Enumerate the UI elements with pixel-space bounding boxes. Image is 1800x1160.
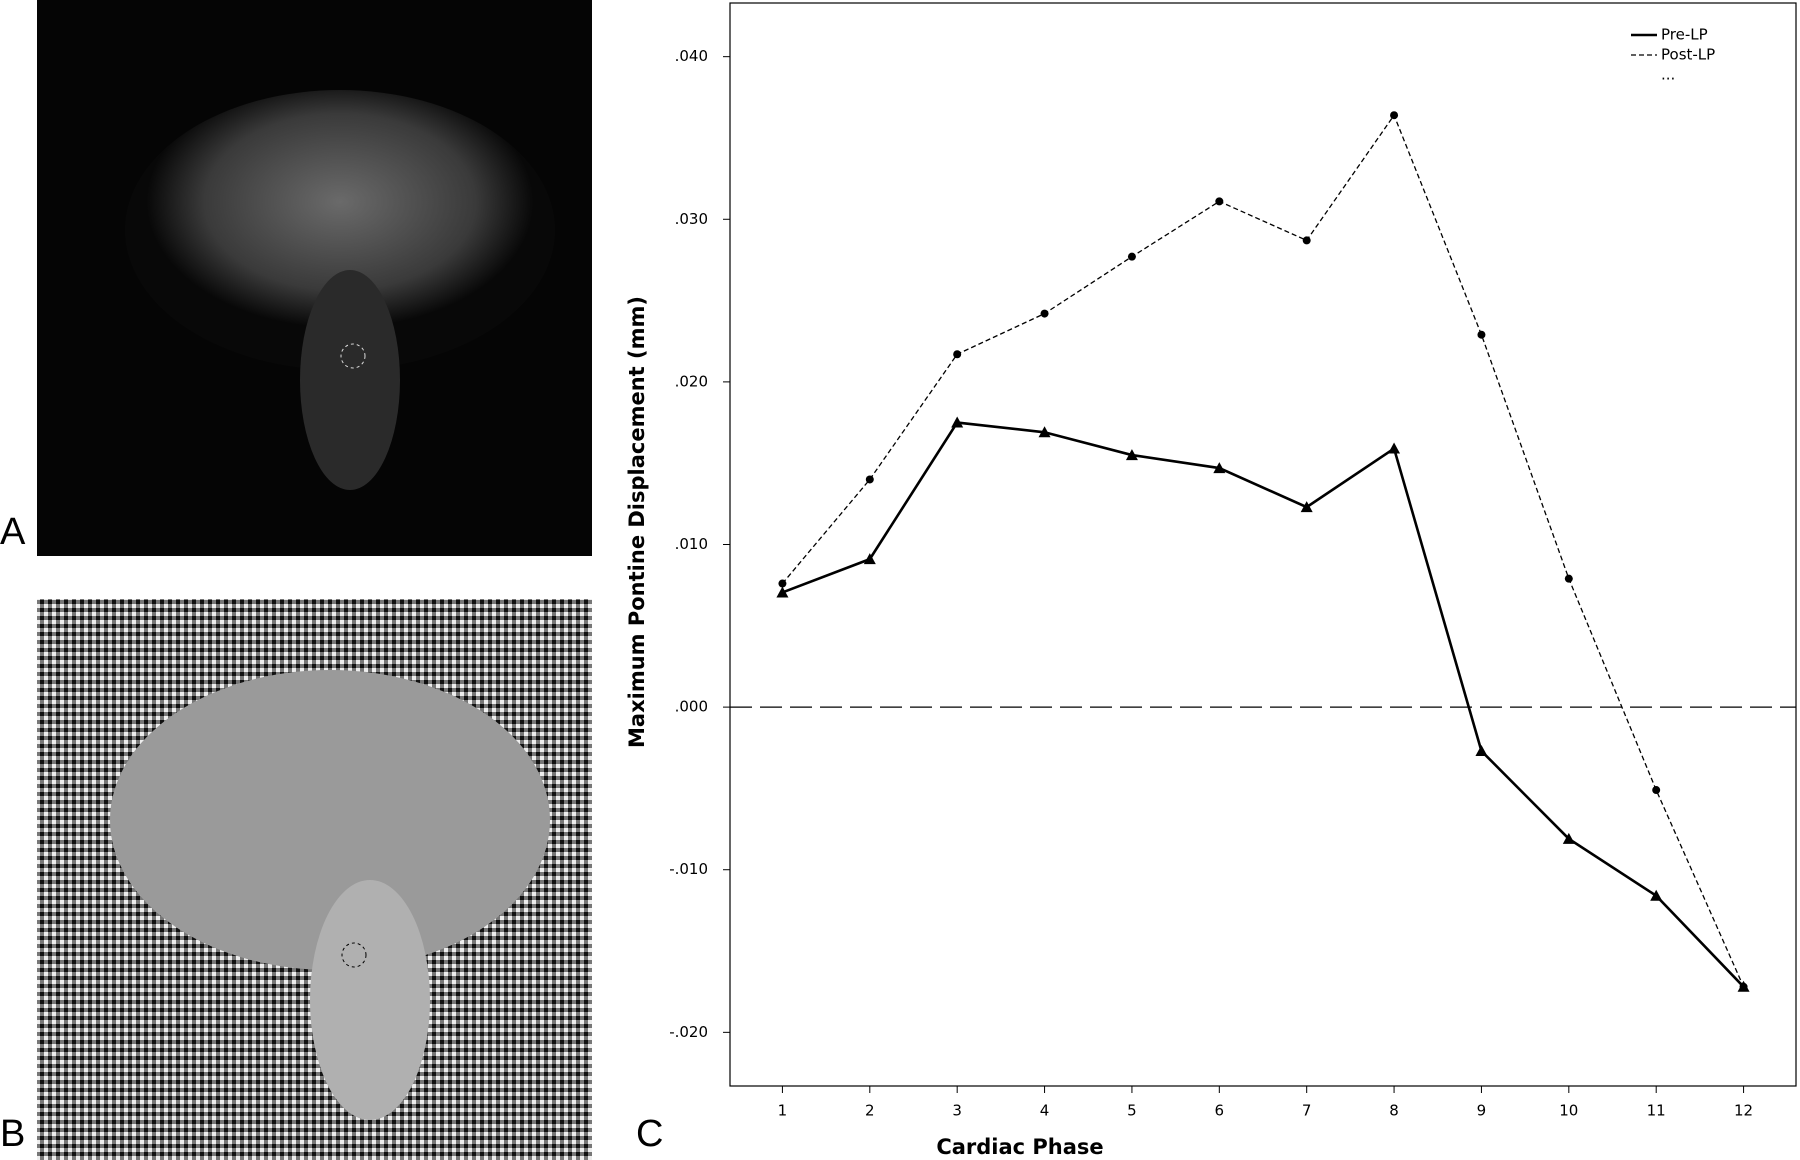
image-a — [37, 0, 592, 556]
marker — [1564, 574, 1573, 583]
x-tick-label: 2 — [865, 1102, 875, 1120]
panel-label: B — [0, 1113, 25, 1155]
series-line — [781, 421, 1745, 988]
plot-frame — [729, 2, 1797, 1087]
x-tick-label: 5 — [1127, 1102, 1137, 1120]
marker — [863, 553, 876, 565]
y-axis-title: Maximum Pontine Displacement (mm) — [625, 296, 649, 748]
y-tick-label: -.020 — [669, 1023, 708, 1041]
marker — [951, 416, 964, 428]
marker — [778, 579, 787, 588]
marker — [865, 475, 874, 484]
y-tick-label: .040 — [675, 47, 708, 65]
x-tick-label: 8 — [1389, 1102, 1399, 1120]
x-tick-label: 1 — [778, 1102, 788, 1120]
y-tick-label: -.010 — [669, 860, 708, 878]
marker — [1300, 501, 1313, 513]
marker — [1213, 462, 1226, 474]
marker — [1390, 111, 1399, 120]
marker — [1127, 252, 1136, 261]
x-tick-label: 4 — [1040, 1102, 1050, 1120]
marker — [1652, 786, 1661, 795]
marker — [1562, 832, 1575, 844]
y-tick-label: .030 — [675, 210, 708, 228]
series-line — [781, 113, 1745, 988]
legend-label: ... — [1661, 66, 1675, 84]
x-tick-label: 7 — [1302, 1102, 1312, 1120]
legend-label: Pre-LP — [1661, 26, 1708, 44]
marker — [776, 586, 789, 598]
marker — [1038, 426, 1051, 438]
marker — [1477, 330, 1486, 339]
panel-label: A — [0, 511, 26, 553]
x-tick-label: 10 — [1559, 1102, 1578, 1120]
legend-label: Post-LP — [1661, 46, 1715, 64]
panel-label: C — [636, 1113, 663, 1155]
marker — [1475, 745, 1488, 757]
x-tick-label: 3 — [952, 1102, 962, 1120]
marker — [1040, 309, 1049, 318]
marker — [953, 350, 962, 359]
marker — [1388, 442, 1401, 454]
marker — [1125, 449, 1138, 461]
x-tick-label: 12 — [1734, 1102, 1753, 1120]
marker — [1215, 197, 1224, 206]
marker — [1739, 982, 1748, 991]
image-b — [37, 599, 592, 1160]
marker — [1650, 889, 1663, 901]
x-tick-label: 11 — [1647, 1102, 1666, 1120]
marker — [1302, 236, 1311, 245]
x-axis-title: Cardiac Phase — [936, 1135, 1103, 1159]
x-tick-label: 6 — [1215, 1102, 1225, 1120]
y-tick-label: .020 — [675, 372, 708, 390]
x-tick-label: 9 — [1477, 1102, 1487, 1120]
y-tick-label: .010 — [675, 535, 708, 553]
y-tick-label: .000 — [675, 698, 708, 716]
